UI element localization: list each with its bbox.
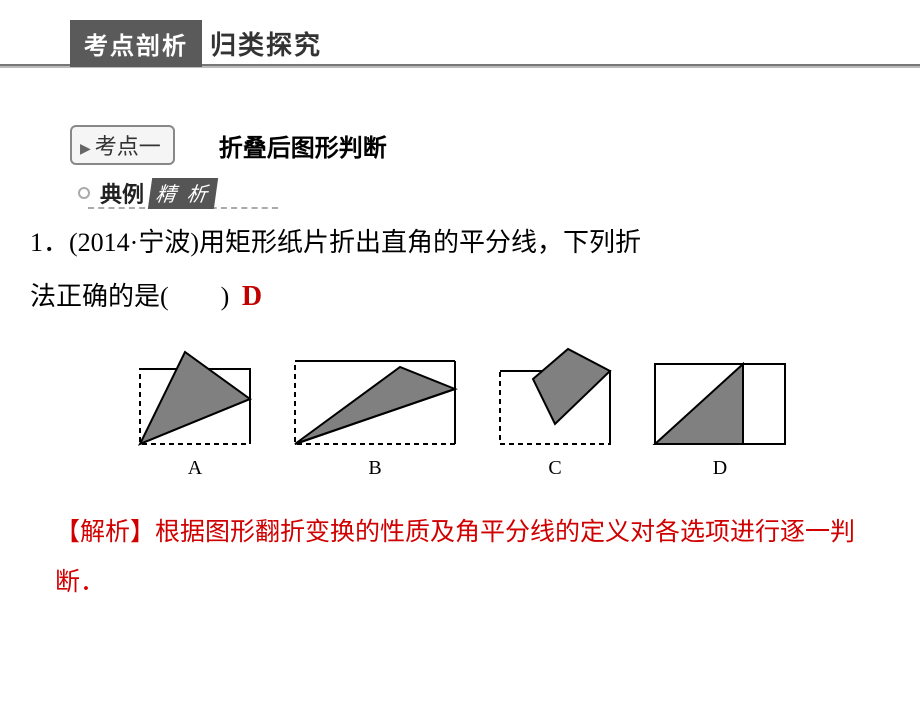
answer-letter: D: [242, 281, 262, 312]
kaodian-title: 折叠后图形判断: [219, 128, 387, 163]
question-stem-2: 法正确的是( ): [30, 282, 229, 311]
header: 考点剖析 归类探究: [0, 20, 920, 95]
jingxi-badge: 精 析: [148, 178, 218, 209]
option-d-label: D: [713, 457, 727, 479]
dianli-label: 典例: [100, 177, 144, 209]
option-a-label: A: [188, 457, 203, 479]
dianli-row: 典例 精 析: [78, 177, 920, 209]
question-source: (2014·宁波): [69, 228, 199, 257]
bullet-icon: [78, 187, 90, 199]
explain-prefix: 【解析】: [55, 519, 155, 546]
question-number: 1．: [30, 228, 69, 257]
question-text: 1．(2014·宁波)用矩形纸片折出直角的平分线，下列折 法正确的是( ) D: [30, 217, 890, 325]
question-stem-1: 用矩形纸片折出直角的平分线，下列折: [199, 228, 641, 257]
option-b-label: B: [368, 457, 381, 479]
explanation: 【解析】根据图形翻折变换的性质及角平分线的定义对各选项进行逐一判断．: [55, 508, 865, 608]
kaodian-badge: 考点一: [70, 125, 175, 165]
header-badge: 考点剖析: [70, 20, 202, 67]
option-c-label: C: [548, 457, 561, 479]
options-figure: A B C D: [0, 339, 920, 484]
explain-text: 根据图形翻折变换的性质及角平分线的定义对各选项进行逐一判断．: [55, 519, 855, 596]
header-subtitle: 归类探究: [210, 25, 322, 62]
kaodian-row: 考点一 折叠后图形判断: [70, 125, 920, 165]
